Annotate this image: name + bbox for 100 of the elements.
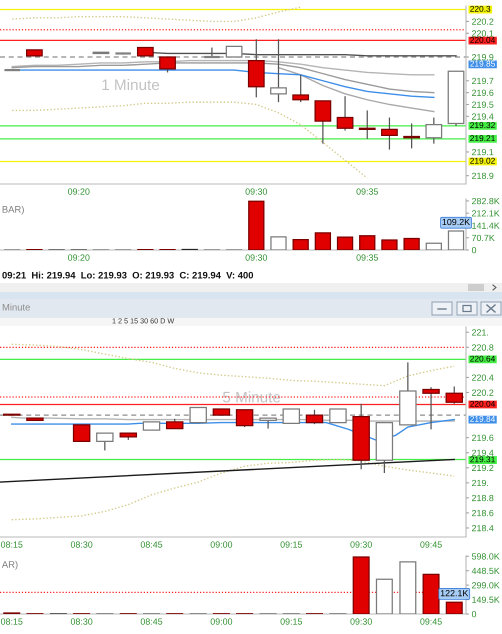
candlestick — [159, 56, 176, 74]
y-tick-label: 219.4 — [472, 450, 494, 456]
y-tick-label: 219.9 — [472, 54, 494, 60]
line-series — [11, 418, 455, 441]
x-tick-label: 09:45 — [420, 618, 442, 625]
ref-line-label: 220.3 — [470, 6, 490, 12]
ref-line-label: 220.64 — [470, 356, 496, 362]
x-tick-label: 08:30 — [70, 541, 92, 548]
y-tick-label: 220.4 — [472, 374, 494, 381]
candlestick — [358, 110, 376, 140]
bar — [352, 556, 370, 614]
x-tick-label: 08:45 — [140, 618, 162, 625]
y-tick-label: 221. — [472, 329, 488, 336]
candlestick — [282, 408, 300, 424]
y-tick-label: 219.4 — [472, 113, 494, 120]
bar — [270, 236, 287, 250]
y-tick-label: 219. — [472, 480, 488, 486]
y-tick-label: 220.2 — [472, 390, 494, 396]
y-tick-label: 219.6 — [472, 90, 494, 96]
candlestick — [381, 116, 398, 150]
x-tick-label: 09:15 — [280, 618, 302, 625]
bar — [426, 242, 442, 250]
bar — [422, 574, 440, 614]
y-tick-label: 218.8 — [472, 494, 494, 502]
y-tick-label: 448.5K — [472, 568, 500, 574]
y-tick-label: 219.5 — [472, 102, 494, 108]
candlestick — [292, 74, 310, 103]
ref-line-label: 220.04 — [470, 400, 496, 407]
bar — [336, 236, 354, 250]
y-tick-label: 0 — [472, 247, 476, 254]
y-tick-label: 218.6 — [472, 510, 494, 516]
y-tick-label: 220.1 — [472, 30, 494, 37]
y-tick-label: 218.4 — [472, 524, 494, 532]
x-tick-label: 09:00 — [210, 618, 232, 625]
x-tick-label: 09:30 — [350, 618, 372, 625]
y-tick-label: 219.2 — [472, 464, 494, 472]
line-series — [12, 6, 302, 22]
x-tick-label: 08:30 — [70, 618, 92, 625]
annotation: AR) — [2, 560, 18, 570]
y-tick-label: 598.0K — [472, 553, 500, 560]
x-tick-label: 09:35 — [356, 254, 378, 261]
x-tick-label: 09:45 — [420, 541, 442, 548]
x-tick-label: 08:15 — [0, 618, 22, 625]
candlestick — [329, 408, 347, 424]
y-tick-label: 219.7 — [472, 78, 494, 84]
y-tick-label: 218.9 — [472, 172, 494, 179]
annotation: 1 Minute — [102, 78, 160, 90]
line-series — [278, 67, 435, 112]
text: Minute — [2, 304, 30, 311]
candlestick — [306, 409, 324, 425]
line-series — [11, 458, 455, 520]
ref-line-label: 219.31 — [470, 456, 495, 462]
y-tick-label: 220.2 — [472, 18, 494, 25]
line-series — [12, 101, 368, 179]
candlestick — [72, 424, 90, 442]
text: 09:21 Hi: 219.94 Lo: 219.93 O: 219.93 C: 219.94 V: 400 — [2, 272, 254, 279]
candlestick — [236, 409, 254, 428]
y-tick-label: 219.1 — [472, 148, 494, 156]
candlestick — [96, 432, 114, 452]
data-label: 109.2K — [442, 218, 470, 226]
bar — [314, 232, 332, 250]
y-tick-label: 149.5K — [472, 596, 500, 603]
candlestick — [314, 100, 332, 144]
y-tick-label: 212.1K — [472, 210, 500, 216]
y-tick-label: 282.8K — [472, 198, 500, 204]
x-tick-label: 09:20 — [68, 188, 90, 195]
x-tick-label: 09:30 — [246, 188, 268, 195]
candlestick — [336, 96, 354, 132]
text: 219.85 — [470, 60, 495, 67]
y-tick-label: 70.7K — [472, 234, 495, 242]
x-tick-label: 09:35 — [356, 188, 378, 195]
x-tick-label: 09:30 — [246, 254, 268, 261]
y-tick-label: 219.6 — [472, 434, 494, 441]
bar — [292, 238, 309, 250]
y-tick-label: 141.4K — [472, 222, 500, 229]
candlestick — [189, 406, 207, 424]
candlestick — [425, 116, 442, 144]
candlestick — [166, 418, 184, 430]
annotation: BAR) — [2, 206, 24, 215]
bar — [403, 238, 420, 250]
bar — [446, 602, 463, 614]
bar — [381, 239, 398, 250]
text: 219.84 — [470, 416, 496, 422]
x-tick-label: 09:30 — [350, 541, 372, 548]
bar — [359, 235, 376, 250]
data-label: 122.1K — [440, 590, 468, 596]
candlestick — [446, 386, 464, 404]
x-tick-label: 08:15 — [0, 541, 22, 548]
bar — [376, 578, 393, 614]
candlestick — [403, 122, 420, 150]
ref-line-label: 220.04 — [470, 36, 496, 43]
y-tick-label: 220.8 — [472, 344, 494, 351]
ref-line-label: 219.21 — [470, 135, 495, 142]
bar — [399, 561, 416, 614]
candlestick — [226, 46, 242, 58]
annotation: 5 Minute — [222, 391, 280, 402]
ref-line-label: 219.02 — [470, 158, 495, 164]
candlestick — [3, 68, 22, 72]
x-tick-label: 09:15 — [280, 541, 302, 548]
x-tick-label: 09:20 — [68, 254, 90, 261]
